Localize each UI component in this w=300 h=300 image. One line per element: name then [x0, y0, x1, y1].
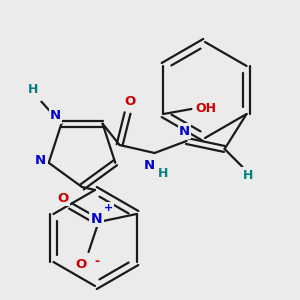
Text: O: O — [124, 94, 135, 107]
Text: -: - — [94, 256, 99, 268]
Text: H: H — [158, 167, 168, 179]
Text: N: N — [179, 124, 190, 137]
Text: N: N — [144, 158, 155, 172]
Text: O: O — [75, 257, 86, 271]
Text: O: O — [57, 191, 68, 205]
Text: H: H — [28, 83, 39, 96]
Text: OH: OH — [195, 103, 216, 116]
Text: H: H — [242, 169, 253, 182]
Text: N: N — [50, 109, 61, 122]
Text: +: + — [104, 203, 113, 213]
Text: N: N — [35, 154, 46, 167]
Text: N: N — [91, 212, 102, 226]
